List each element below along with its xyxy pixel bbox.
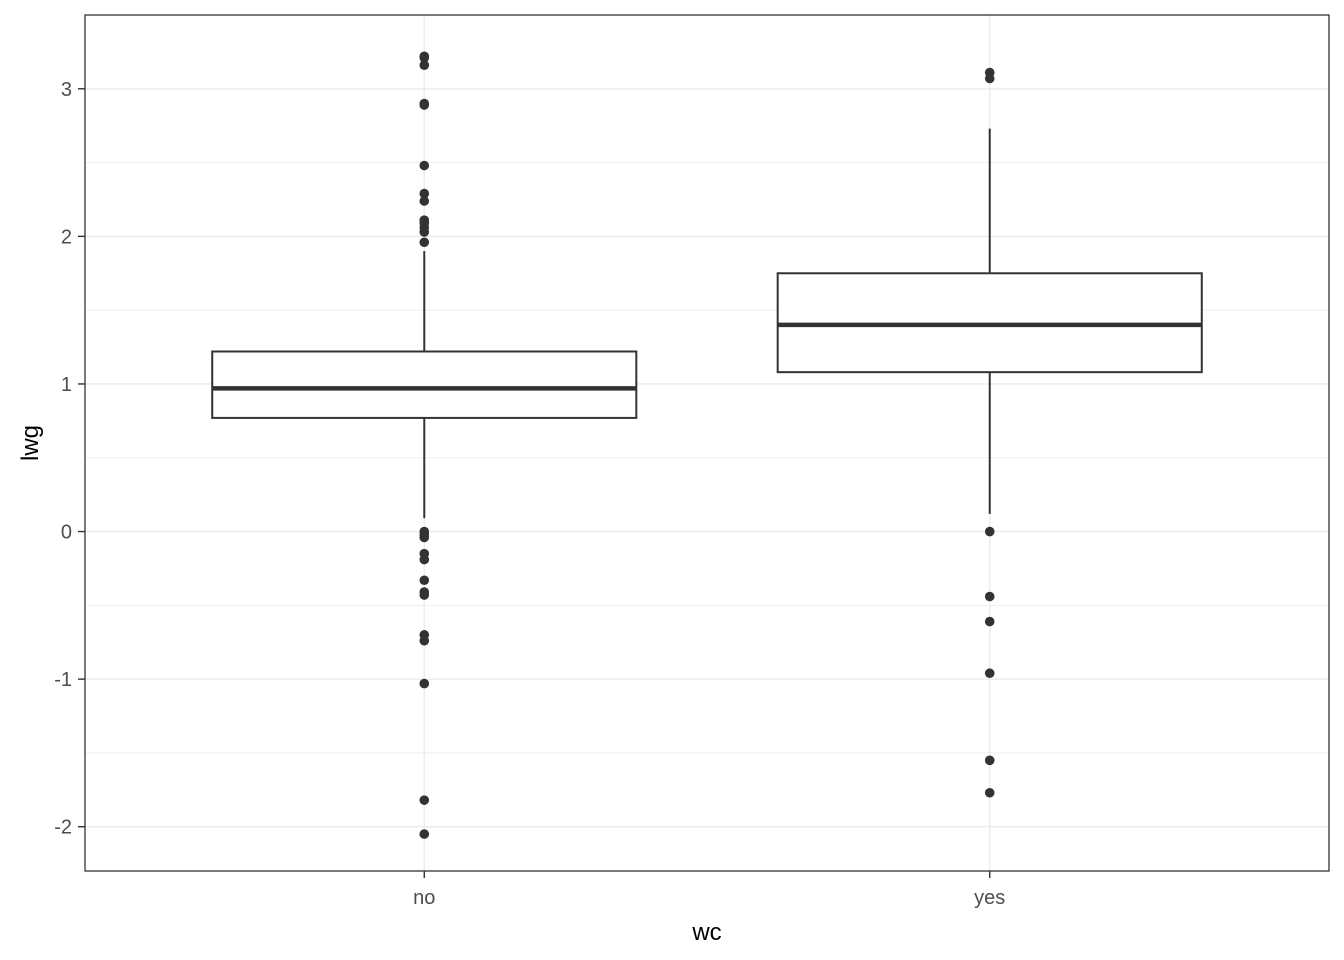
outlier-point	[419, 829, 430, 839]
outlier-point	[984, 755, 995, 766]
y-tick-label: 3	[61, 79, 72, 101]
outlier-point	[984, 526, 995, 537]
outlier-point	[984, 787, 995, 798]
y-tick-label: 2	[61, 226, 72, 248]
x-axis-title: wc	[691, 919, 721, 946]
outlier-point	[419, 100, 430, 110]
y-tick-label: 0	[61, 522, 72, 544]
outlier-point	[419, 635, 430, 646]
outlier-point	[419, 795, 430, 805]
x-axis-ticks: no yes	[413, 871, 1005, 909]
box-no	[211, 51, 638, 839]
outlier-point	[984, 73, 995, 84]
outlier-point	[419, 188, 430, 199]
y-tick-label: 1	[61, 374, 72, 396]
outlier-point	[419, 575, 430, 586]
outlier-point	[419, 160, 430, 171]
box-series	[211, 51, 1203, 839]
outlier-point	[419, 678, 430, 689]
y-tick-label: -2	[54, 817, 72, 839]
plot-panel-border	[84, 14, 1330, 872]
y-axis-ticks: -2 -1 0 1 2 3	[54, 79, 85, 839]
y-axis-title: lwg	[17, 425, 44, 461]
outlier-point	[419, 554, 430, 565]
outlier-point	[419, 532, 430, 543]
outlier-point	[419, 590, 430, 600]
outlier-point	[984, 616, 995, 627]
outlier-point	[984, 668, 995, 679]
box-yes	[776, 67, 1203, 798]
x-tick-label: no	[413, 887, 435, 909]
interquartile-box	[211, 350, 638, 419]
outlier-point	[419, 60, 430, 70]
outlier-point	[419, 196, 430, 206]
x-tick-label: yes	[974, 887, 1005, 909]
plot-panel-background	[85, 15, 1329, 871]
outlier-point	[419, 53, 430, 63]
outlier-point	[419, 237, 430, 248]
outlier-point	[419, 227, 430, 237]
outlier-point	[984, 591, 995, 602]
y-tick-label: -1	[54, 669, 72, 691]
